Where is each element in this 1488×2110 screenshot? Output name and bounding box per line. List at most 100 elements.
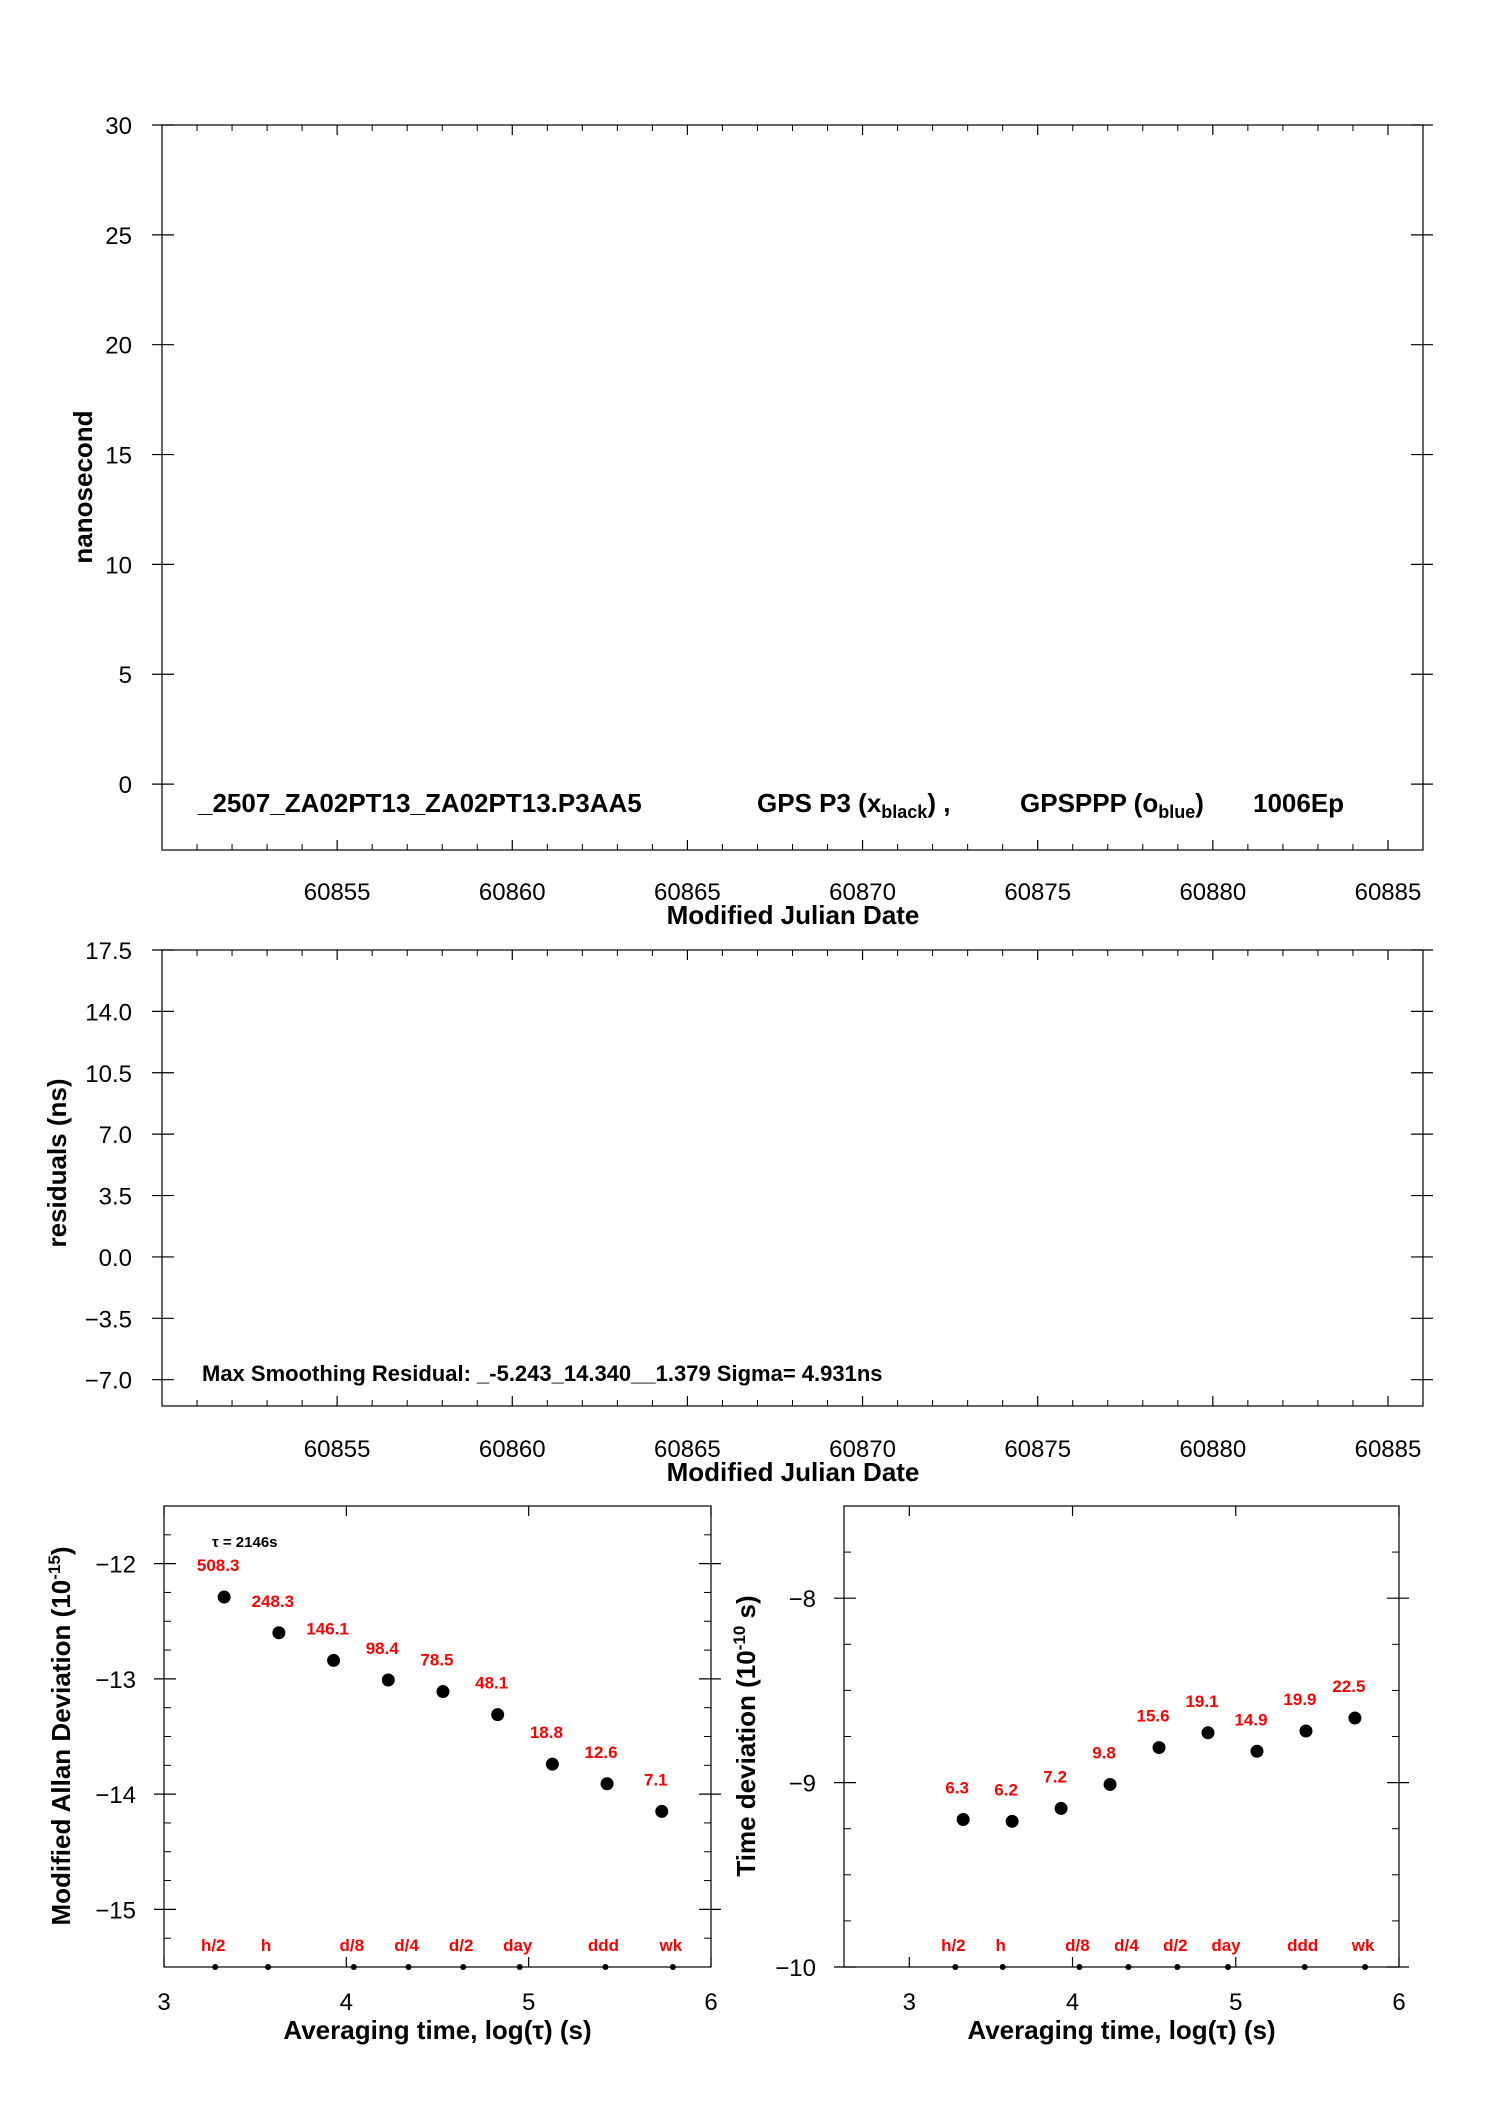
y-tick-label: −15 [95,1897,136,1924]
x-tick-label: 60880 [1179,1436,1246,1463]
x-tick-labels: 3 4 5 6 [157,1989,717,2016]
y-tick-label: −14 [95,1782,136,1809]
time-marker-dot [516,1964,523,1970]
data-label: 508.3 [197,1556,240,1575]
time-marker-dot [1301,1964,1308,1970]
data-label: 7.1 [644,1770,668,1789]
data-point [1299,1724,1313,1738]
y-tick-label: −9 [789,1771,816,1798]
data-point [381,1673,395,1687]
time-marker-label: h/2 [941,1936,966,1955]
y-tick-label: −12 [95,1552,136,1579]
y-tick-label: 0 [119,772,132,799]
data-point [1201,1726,1215,1740]
x-axis-label: Modified Julian Date [667,1457,920,1487]
data-label: 18.8 [530,1723,563,1742]
data-point [491,1708,505,1722]
y-tick-label: 20 [105,333,132,360]
time-marker-dot [405,1964,412,1970]
time-marker-dot [350,1964,357,1970]
y-tick-label: −8 [789,1586,816,1613]
y-tick-label: −13 [95,1667,136,1694]
y-axis-label-main: Modified Allan Deviation (10 [46,1580,76,1926]
y-tick-label: 0.0 [99,1245,132,1272]
data-point [545,1757,559,1771]
y-axis-label: nanosecond [68,410,98,563]
x-axis-label: Averaging time, log(τ) (s) [283,2015,591,2045]
data-label: 19.1 [1185,1692,1218,1711]
y-axis-label: Time deviation (10-10 s) [730,1595,761,1876]
time-markers: h/2 h d/8 d/4 d/2 day ddd wk [201,1936,683,1970]
data-label: 6.3 [945,1778,969,1797]
annotation-p3: GPS P3 (x [757,788,882,818]
tdev-panel: 3 4 5 6 −10 −9 −8 Averaging time, log(τ) (s) Tim… [730,1505,1409,2045]
time-marker-dot [1224,1964,1231,1970]
time-marker-dot [602,1964,609,1970]
time-marker-label: wk [659,1936,683,1955]
time-marker-dot [669,1964,676,1970]
data-label: 48.1 [475,1674,508,1693]
y-tick-label: 7.0 [99,1122,132,1149]
data-point [600,1777,614,1791]
x-tick-label: 60870 [829,1436,896,1463]
y-axis-label-main: Time deviation (10 [731,1650,761,1876]
y-axis-label-exponent: -15 [45,1555,64,1580]
y-tick-label: 30 [105,113,132,140]
y-tick-label: 10 [105,552,132,579]
data-point [1348,1711,1362,1725]
y-tick-label: 3.5 [99,1184,132,1211]
x-tick-label: 4 [1066,1989,1079,2016]
x-tick-labels: 3 4 5 6 [903,1989,1406,2016]
data-point [1250,1744,1264,1758]
chart-annotation: _2507_ZA02PT13_ZA02PT13.P3AA5 GPS P3 (xbl… [197,788,1344,822]
y-tick-label: 5 [119,662,132,689]
y-tick-label: 25 [105,223,132,250]
x-tick-label: 6 [704,1989,717,2016]
data-point [272,1626,286,1640]
time-marker-label: d/8 [340,1936,365,1955]
y-tick-label: −7.0 [85,1368,132,1395]
data-label: 22.5 [1332,1677,1365,1696]
annotation-p3-suffix: ) , [927,788,950,818]
x-tick-label: 5 [1229,1989,1242,2016]
time-marker-dot [460,1964,467,1970]
time-marker-label: d/4 [394,1936,419,1955]
deviation-series: 508.3 248.3 146.1 98.4 78.5 48.1 18.8 12.6 7.1 [197,1556,669,1818]
data-label: 15.6 [1136,1707,1169,1726]
time-marker-dot [265,1964,272,1970]
annotation-ppp-suffix: ) [1195,788,1204,818]
time-marker-label: ddd [588,1936,619,1955]
x-tick-label: 60870 [829,879,896,906]
annotation-run: _2507_ZA02PT13_ZA02PT13.P3AA5 [197,788,642,818]
time-marker-dot [1362,1964,1369,1970]
y-tick-label: −3.5 [85,1306,132,1333]
annotation-p3-sub: black [881,802,928,822]
x-tick-label: 60885 [1355,1436,1422,1463]
data-label: 248.3 [252,1592,295,1611]
x-axis-label: Modified Julian Date [667,900,920,930]
data-point [1152,1741,1166,1755]
x-tick-label: 60880 [1179,879,1246,906]
time-marker-dot [1125,1964,1132,1970]
data-label: 14.9 [1234,1710,1267,1729]
y-tick-label: 14.0 [85,999,132,1026]
time-marker-label: ddd [1287,1936,1318,1955]
annotation-ppp: GPSPPP (o [1020,788,1158,818]
data-label: 146.1 [306,1619,349,1638]
data-label: 12.6 [585,1743,618,1762]
x-tick-label: 60875 [1004,879,1071,906]
y-tick-label: 10.5 [85,1061,132,1088]
tau-note: τ = 2146s [212,1534,278,1551]
y-axis-label: residuals (ns) [42,1078,72,1247]
y-axis-label-exponent: -10 [730,1626,749,1651]
data-label: 6.2 [994,1780,1018,1799]
deviation-series: 6.3 6.2 7.2 9.8 15.6 19.1 14.9 19.9 22.5 [945,1677,1365,1828]
y-axis-label-close: s) [731,1595,761,1625]
y-tick-label: −10 [775,1955,816,1982]
data-label: 7.2 [1043,1767,1067,1786]
time-marker-label: day [503,1936,533,1955]
time-marker-label: h/2 [201,1936,226,1955]
time-marker-dot [1076,1964,1083,1970]
x-tick-label: 5 [522,1989,535,2016]
